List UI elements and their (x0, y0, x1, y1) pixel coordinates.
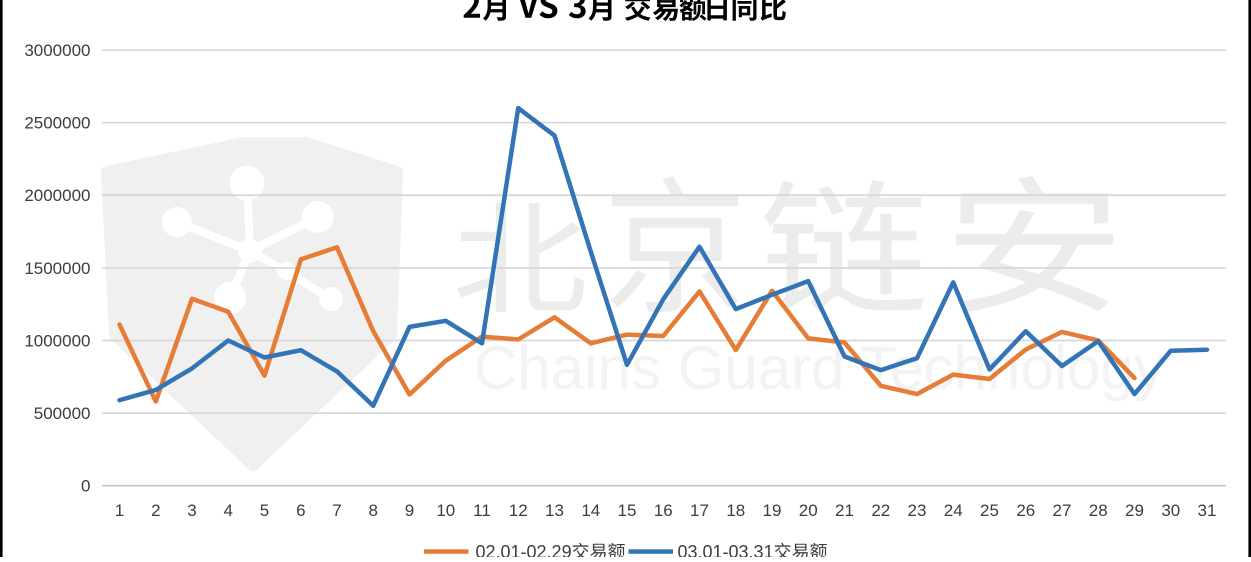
svg-text:20: 20 (799, 501, 818, 520)
svg-text:500000: 500000 (34, 404, 91, 423)
svg-text:1500000: 1500000 (24, 259, 90, 278)
svg-text:22: 22 (871, 501, 890, 520)
svg-text:15: 15 (618, 501, 637, 520)
svg-text:25: 25 (980, 501, 999, 520)
svg-text:1000000: 1000000 (24, 332, 90, 351)
svg-text:03.01-03.31: 03.01-03.31 (678, 542, 774, 557)
svg-text:28: 28 (1089, 501, 1108, 520)
svg-text:17: 17 (690, 501, 709, 520)
svg-text:6: 6 (296, 501, 305, 520)
svg-text:16: 16 (654, 501, 673, 520)
svg-text:0: 0 (81, 477, 90, 496)
svg-text:21: 21 (835, 501, 854, 520)
svg-text:Chains Guard Technology: Chains Guard Technology (474, 334, 1164, 402)
svg-text:7: 7 (332, 501, 341, 520)
svg-text:26: 26 (1016, 501, 1035, 520)
svg-text:1: 1 (115, 501, 124, 520)
svg-text:2: 2 (151, 501, 160, 520)
svg-text:11: 11 (473, 501, 491, 520)
svg-text:2500000: 2500000 (24, 114, 90, 133)
svg-text:18: 18 (726, 501, 745, 520)
svg-text:29: 29 (1125, 501, 1144, 520)
svg-text:3000000: 3000000 (24, 41, 90, 60)
svg-text:02.01-02.29: 02.01-02.29 (476, 542, 572, 557)
svg-text:9: 9 (405, 501, 414, 520)
svg-text:31: 31 (1198, 501, 1217, 520)
svg-text:2000000: 2000000 (24, 186, 90, 205)
svg-text:5: 5 (260, 501, 269, 520)
svg-text:12: 12 (509, 501, 528, 520)
svg-text:10: 10 (436, 501, 455, 520)
svg-text:19: 19 (763, 501, 782, 520)
svg-text:13: 13 (545, 501, 564, 520)
svg-text:4: 4 (223, 501, 232, 520)
svg-text:8: 8 (368, 501, 377, 520)
svg-text:30: 30 (1161, 501, 1180, 520)
svg-text:27: 27 (1053, 501, 1072, 520)
svg-text:24: 24 (944, 501, 963, 520)
svg-text:14: 14 (581, 501, 600, 520)
svg-text:23: 23 (908, 501, 927, 520)
svg-text:3: 3 (187, 501, 196, 520)
